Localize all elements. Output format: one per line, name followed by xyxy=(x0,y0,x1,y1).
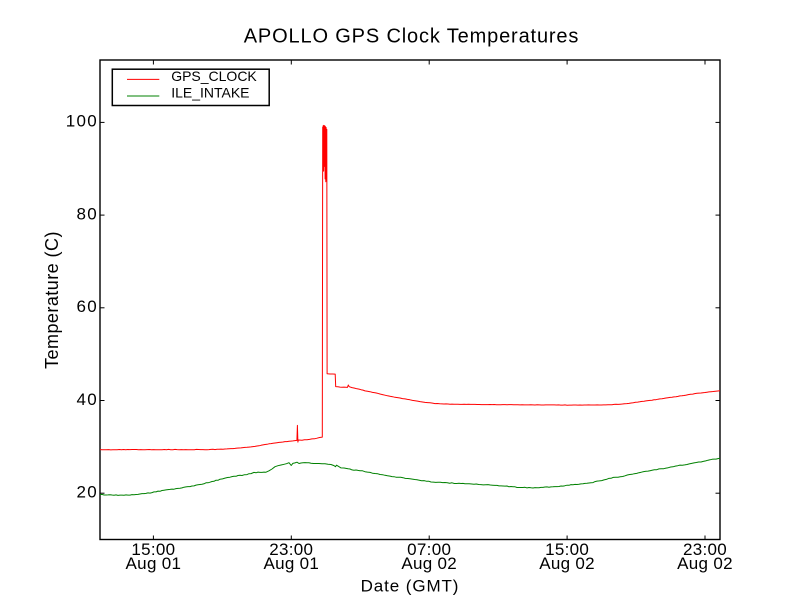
svg-text:Aug 02: Aug 02 xyxy=(677,554,733,573)
svg-text:15:00: 15:00 xyxy=(545,540,589,559)
svg-text:60: 60 xyxy=(76,297,98,316)
svg-text:Date (GMT): Date (GMT) xyxy=(361,576,460,595)
svg-text:APOLLO GPS Clock Temperatures: APOLLO GPS Clock Temperatures xyxy=(244,26,580,48)
svg-text:15:00: 15:00 xyxy=(131,540,175,559)
svg-text:07:00: 07:00 xyxy=(407,540,451,559)
svg-text:Aug 02: Aug 02 xyxy=(401,554,457,573)
svg-text:80: 80 xyxy=(76,204,98,223)
svg-text:23:00: 23:00 xyxy=(269,540,313,559)
svg-text:Aug 02: Aug 02 xyxy=(539,554,595,573)
svg-text:Aug 01: Aug 01 xyxy=(126,554,182,573)
svg-text:100: 100 xyxy=(66,112,98,131)
svg-text:20: 20 xyxy=(76,483,98,502)
svg-text:23:00: 23:00 xyxy=(683,540,727,559)
svg-text:ILE_INTAKE: ILE_INTAKE xyxy=(171,84,249,100)
svg-text:GPS_CLOCK: GPS_CLOCK xyxy=(171,68,257,84)
svg-text:Aug 01: Aug 01 xyxy=(263,554,319,573)
svg-text:Temperature (C): Temperature (C) xyxy=(42,231,62,369)
svg-text:40: 40 xyxy=(76,390,98,409)
